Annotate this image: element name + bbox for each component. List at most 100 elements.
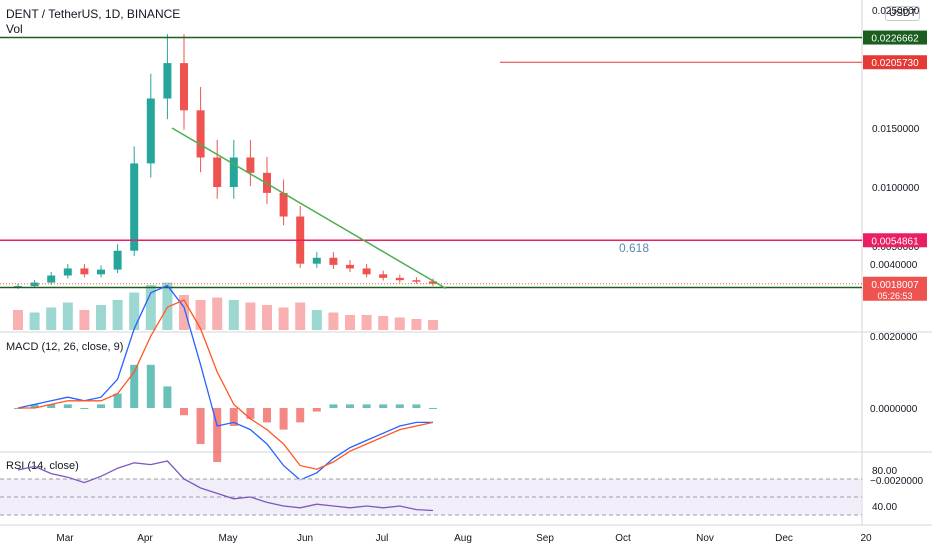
level-price-tag-label: 0.0205730: [871, 58, 919, 69]
candle-body: [113, 250, 122, 270]
candle-body: [63, 268, 72, 276]
volume-bar: [245, 302, 256, 330]
volume-bar: [29, 312, 40, 330]
macd-histogram-bar: [263, 408, 271, 423]
volume-bar: [295, 302, 306, 330]
macd-histogram-bar: [362, 404, 371, 408]
macd-tick-label: 0.0040000: [870, 260, 918, 271]
candle-body: [180, 63, 188, 111]
fib-annotation: 0.618: [619, 241, 649, 255]
volume-bar: [311, 310, 322, 330]
candle-body: [97, 269, 105, 275]
level-price-tag: [863, 55, 927, 70]
candle-body: [163, 63, 172, 99]
level-price-tag: [863, 30, 927, 45]
candle-body: [130, 163, 139, 251]
volume-bar: [179, 295, 189, 330]
time-tick-label: Mar: [56, 533, 74, 544]
candle-body: [213, 157, 222, 187]
macd-histogram-bar: [130, 364, 139, 408]
volume-label: Vol: [6, 22, 23, 36]
macd-histogram-bar: [246, 408, 255, 419]
candle-body: [30, 282, 39, 287]
candle-body: [362, 268, 371, 275]
price-tick-label: 0.0050000: [872, 242, 920, 253]
volume-bar: [195, 300, 206, 330]
volume-bar: [162, 282, 173, 330]
candle-body: [312, 257, 321, 264]
candle-body: [346, 264, 354, 269]
macd-histogram-bar: [196, 408, 205, 444]
volume-bar: [212, 297, 223, 330]
volume-bar: [112, 300, 123, 330]
time-tick-label: Apr: [137, 533, 153, 544]
macd-histogram-bar: [346, 404, 354, 408]
rsi-tick-label: 40.00: [872, 502, 897, 513]
time-tick-label: Jun: [297, 533, 313, 544]
macd-histogram-bar: [412, 404, 421, 408]
macd-histogram-bar: [47, 404, 56, 408]
level-price-tag-label: 0.0054861: [871, 236, 919, 247]
level-price-tag-label: 0.0226662: [871, 34, 919, 45]
current-price-label: 0.0018007: [871, 280, 919, 291]
macd-histogram-bar: [113, 393, 122, 408]
time-tick-label: Jul: [376, 533, 389, 544]
macd-histogram-bar: [97, 404, 105, 408]
volume-bar: [129, 292, 140, 330]
volume-bar: [345, 315, 355, 330]
volume-bar: [46, 307, 57, 330]
candle-body: [246, 157, 255, 173]
time-tick-label: May: [219, 533, 238, 544]
time-tick-label: Dec: [775, 533, 793, 544]
macd-histogram-bar: [296, 408, 305, 423]
symbol-title: DENT / TetherUS, 1D, BINANCE: [6, 7, 181, 21]
macd-histogram-bar: [80, 408, 89, 409]
time-tick-label: Oct: [615, 533, 631, 544]
level-price-tag: [863, 233, 927, 248]
macd-tick-label: 0.0020000: [870, 332, 918, 343]
signal-line: [18, 299, 434, 470]
candle-body: [412, 280, 421, 282]
volume-bar: [411, 319, 422, 330]
macd-histogram-bar: [329, 404, 338, 408]
rsi-tick-label: 80.00: [872, 466, 897, 477]
countdown-label: 05:26:53: [877, 291, 912, 301]
macd-histogram-bar: [379, 404, 388, 408]
time-tick-label: Aug: [454, 533, 472, 544]
time-tick-label: Sep: [536, 533, 554, 544]
macd-histogram-bar: [279, 408, 288, 430]
macd-tick-label: −0.0020000: [870, 476, 924, 487]
volume-bar: [79, 310, 90, 330]
candle-body: [80, 268, 89, 275]
candle-body: [47, 275, 56, 283]
volume-bar: [228, 300, 239, 330]
volume-bar: [62, 302, 73, 330]
macd-histogram-bar: [429, 408, 437, 409]
macd-histogram-bar: [229, 408, 238, 426]
volume-bar: [394, 317, 405, 330]
trendline: [171, 127, 447, 290]
macd-histogram-bar: [213, 408, 222, 462]
volume-bar: [13, 310, 23, 330]
time-tick-label: 20: [860, 533, 872, 544]
price-tick-label: 0.0100000: [872, 183, 920, 194]
volume-bar: [361, 315, 372, 330]
candle-body: [146, 98, 155, 164]
volume-bar: [262, 305, 272, 330]
macd-histogram-bar: [63, 404, 72, 408]
rsi-line: [17, 460, 434, 512]
macd-histogram-bar: [180, 408, 188, 416]
macd-label: MACD (12, 26, close, 9): [6, 341, 124, 353]
volume-bar: [278, 307, 289, 330]
macd-histogram-bar: [395, 404, 404, 408]
currency-badge[interactable]: USDT: [885, 6, 921, 21]
volume-bar: [428, 320, 438, 330]
volume-bar: [378, 316, 389, 330]
candle-body: [329, 257, 338, 265]
candle-body: [429, 281, 437, 284]
candle-body: [196, 110, 205, 158]
macd-histogram-bar: [30, 404, 39, 408]
volume-bar: [328, 312, 339, 330]
macd-histogram-bar: [163, 386, 172, 408]
